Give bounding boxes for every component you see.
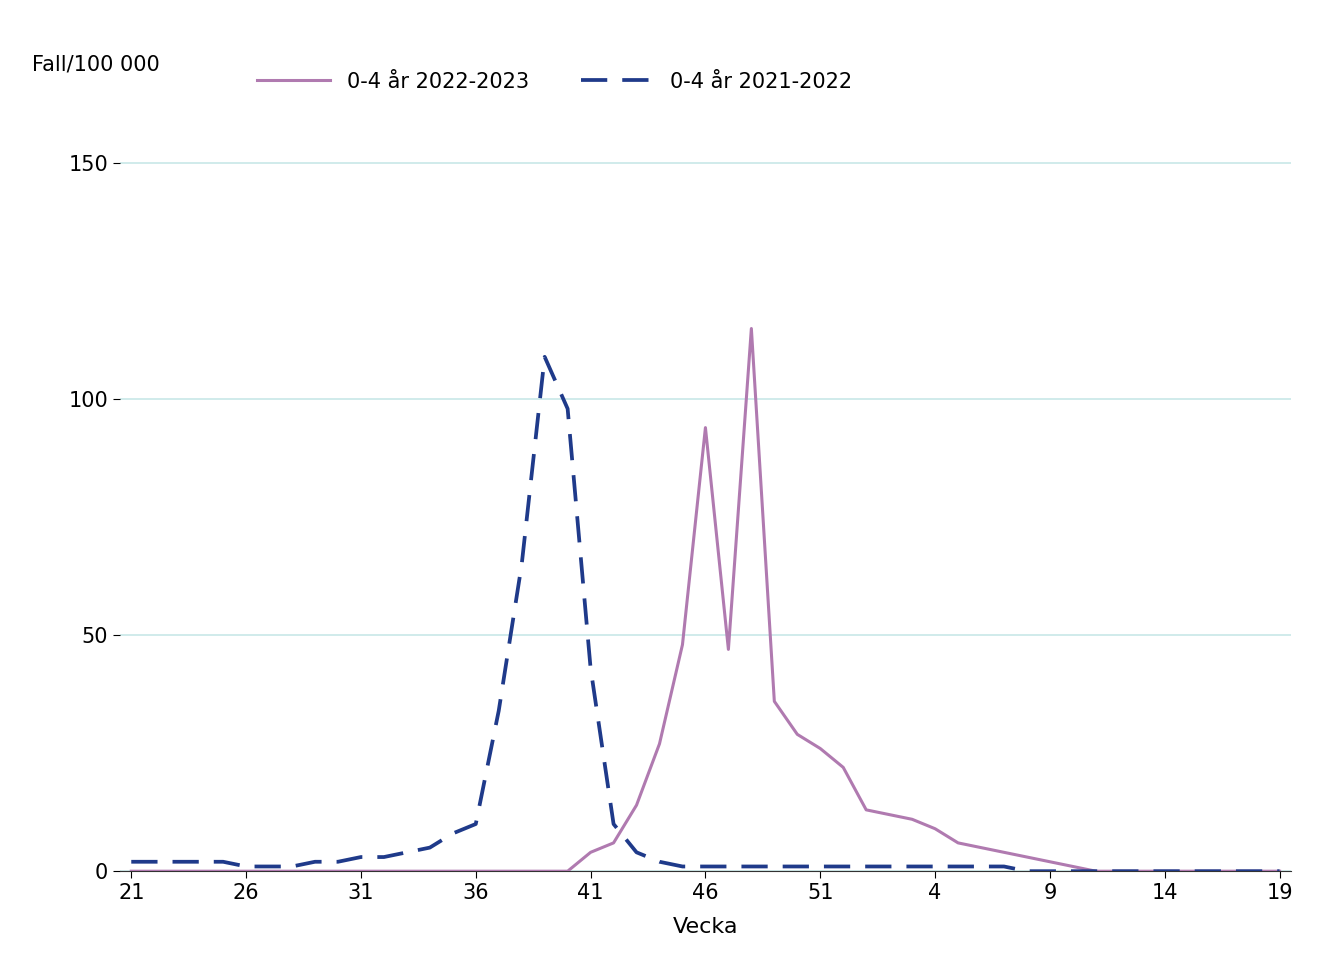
- 0-4 år 2021-2022: [1248, 865, 1264, 877]
- 0-4 år 2022-2023: [491, 865, 507, 877]
- 0-4 år 2022-2023: [904, 813, 920, 825]
- Text: Fall/100 000: Fall/100 000: [32, 54, 160, 75]
- 0-4 år 2021-2022: [1020, 865, 1036, 877]
- Line: 0-4 år 2021-2022: 0-4 år 2021-2022: [132, 357, 1279, 871]
- 0-4 år 2021-2022: [124, 856, 140, 867]
- 0-4 år 2022-2023: [744, 322, 760, 334]
- 0-4 år 2022-2023: [467, 865, 483, 877]
- 0-4 år 2022-2023: [1271, 865, 1287, 877]
- 0-4 år 2022-2023: [1248, 865, 1264, 877]
- 0-4 år 2021-2022: [973, 861, 989, 872]
- 0-4 år 2022-2023: [124, 865, 140, 877]
- 0-4 år 2021-2022: [375, 851, 391, 862]
- 0-4 år 2022-2023: [375, 865, 391, 877]
- 0-4 år 2021-2022: [491, 705, 507, 716]
- 0-4 år 2021-2022: [1271, 865, 1287, 877]
- 0-4 år 2021-2022: [904, 861, 920, 872]
- 0-4 år 2021-2022: [467, 818, 483, 830]
- Legend: 0-4 år 2022-2023, 0-4 år 2021-2022: 0-4 år 2022-2023, 0-4 år 2021-2022: [249, 63, 861, 100]
- 0-4 år 2021-2022: [536, 351, 552, 363]
- X-axis label: Vecka: Vecka: [672, 917, 739, 937]
- 0-4 år 2022-2023: [973, 842, 989, 854]
- Line: 0-4 år 2022-2023: 0-4 år 2022-2023: [132, 328, 1279, 871]
